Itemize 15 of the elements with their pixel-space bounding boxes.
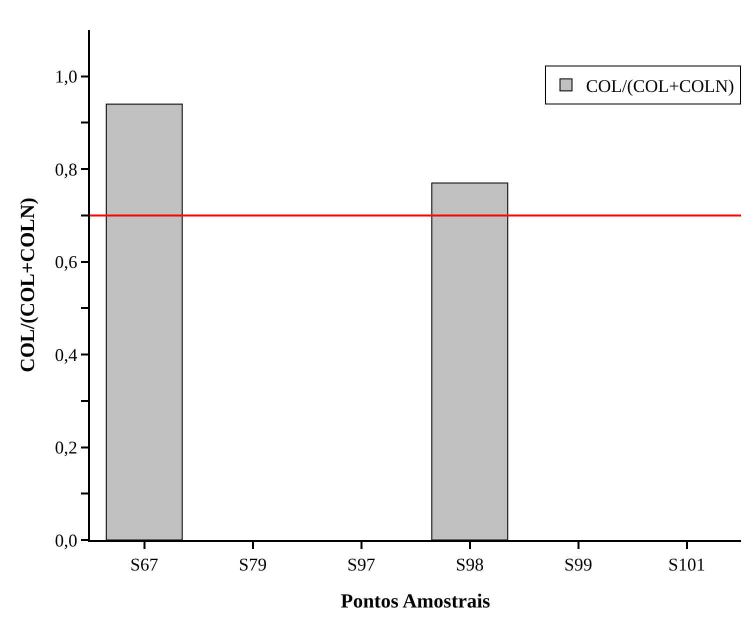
y-tick-label: 0,4 bbox=[54, 344, 78, 365]
x-axis-title: Pontos Amostrais bbox=[340, 590, 490, 613]
y-tick-label: 0,0 bbox=[54, 530, 78, 550]
y-tick-label: 1,0 bbox=[54, 66, 78, 87]
x-tick-label: S98 bbox=[456, 554, 484, 575]
y-tick-label: 0,6 bbox=[54, 252, 78, 272]
legend-label: COL/(COL+COLN) bbox=[586, 76, 734, 96]
x-tick-label: S101 bbox=[668, 554, 706, 575]
y-tick-label: 0,8 bbox=[54, 159, 78, 180]
x-tick-label: S67 bbox=[130, 554, 158, 575]
x-tick-label: S79 bbox=[238, 554, 267, 575]
x-tick-label: S99 bbox=[564, 554, 592, 575]
x-tick-label: S97 bbox=[347, 554, 376, 575]
y-tick-label: 0,2 bbox=[54, 438, 78, 458]
y-axis-title: COL/(COL+COLN) bbox=[16, 198, 39, 372]
